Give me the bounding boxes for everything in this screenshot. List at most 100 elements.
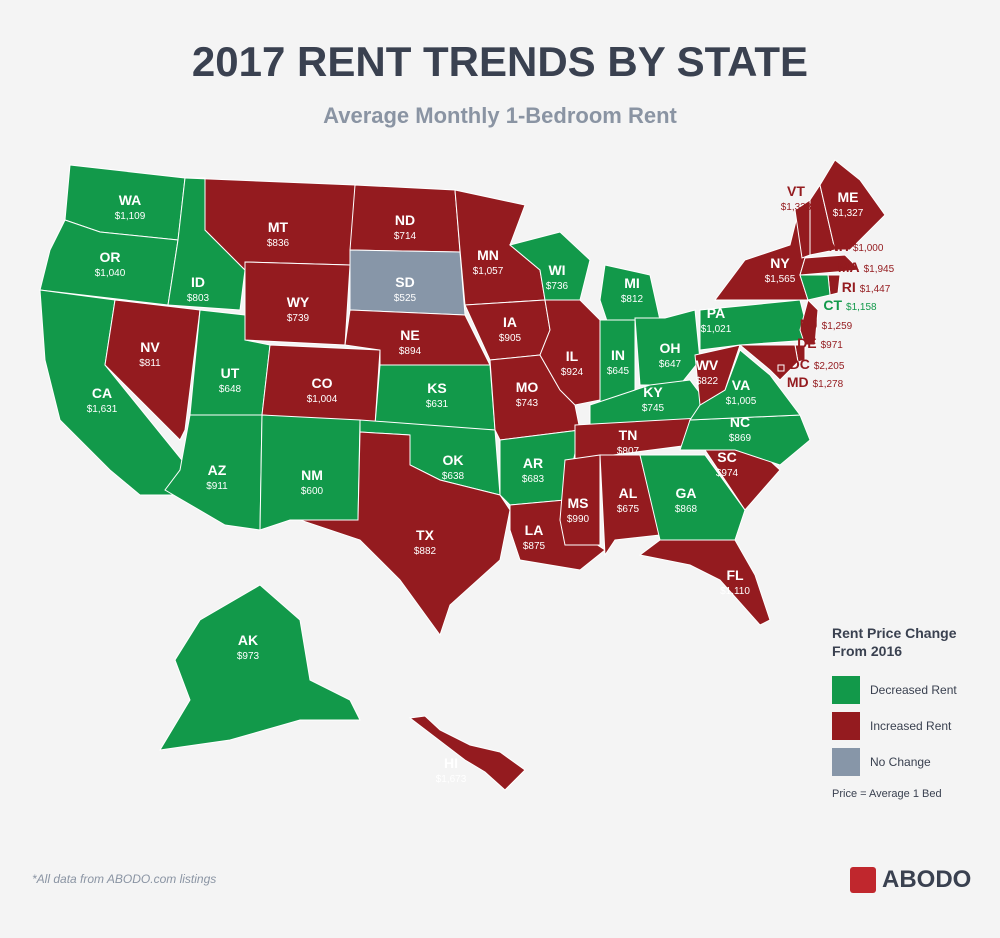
legend-swatch <box>832 712 860 740</box>
state-abbr: IN <box>611 347 625 363</box>
state-abbr: LA <box>525 522 544 538</box>
legend-label: No Change <box>870 755 931 769</box>
state-abbr: SD <box>395 274 414 290</box>
state-abbr: VA <box>732 377 750 393</box>
state-abbr: NJ <box>800 316 818 332</box>
state-abbr: WA <box>119 192 142 208</box>
state-label: CT $1,158 <box>823 297 877 313</box>
state-rent: $525 <box>394 293 417 304</box>
state-rent: $1,447 <box>860 284 891 295</box>
state-abbr: MS <box>568 495 589 511</box>
state-rent: $1,109 <box>115 211 146 222</box>
state-shape <box>599 454 661 557</box>
state-abbr: HI <box>444 755 458 771</box>
state-abbr: OK <box>443 452 464 468</box>
state-abbr: OR <box>100 249 121 265</box>
state-rent: $648 <box>219 384 242 395</box>
state-rent: $745 <box>642 403 665 414</box>
state-abbr: MD <box>787 374 809 390</box>
state-rent: $836 <box>267 238 290 249</box>
state-rent: $1,158 <box>846 302 877 313</box>
state-rent: $974 <box>716 468 739 479</box>
state-shape <box>819 159 886 251</box>
state-shape <box>777 364 785 372</box>
state-abbr: ND <box>395 212 415 228</box>
title: 2017 RENT TRENDS BY STATE <box>191 38 809 85</box>
state-abbr: AL <box>619 485 638 501</box>
state-abbr: CA <box>92 385 112 401</box>
state-shape <box>539 299 601 406</box>
subtitle: Average Monthly 1-Bedroom Rent <box>323 103 677 128</box>
state-rent: $1,673 <box>436 774 467 785</box>
state-abbr: NH <box>829 238 849 254</box>
legend-title: Rent Price Change From 2016 <box>832 625 957 659</box>
legend: Rent Price Change From 2016 Decreased Re… <box>832 624 982 800</box>
state-shape <box>374 364 496 431</box>
legend-note: Price = Average 1 Bed <box>832 788 942 800</box>
state-abbr: WI <box>548 262 565 278</box>
state-abbr: VT <box>787 183 805 199</box>
state-shape <box>714 204 809 301</box>
state-rent: $647 <box>659 359 682 370</box>
state-rent: $645 <box>607 366 630 377</box>
state-shape <box>694 344 741 406</box>
state-shape <box>638 539 771 626</box>
state-rent: $807 <box>617 446 640 457</box>
state-rent: $869 <box>729 433 752 444</box>
state-shape <box>559 454 601 546</box>
state-abbr: CO <box>312 375 333 391</box>
state-abbr: MI <box>624 275 640 291</box>
state-abbr: AR <box>523 455 543 471</box>
state-rent: $1,021 <box>701 324 732 335</box>
state-abbr: RI <box>842 279 856 295</box>
state-label: NH $1,000 <box>829 238 884 254</box>
state-rent: $1,000 <box>853 243 884 254</box>
state-rent: $1,631 <box>87 404 118 415</box>
state-rent: $924 <box>561 367 584 378</box>
legend-item: No Change <box>832 748 982 776</box>
state-rent: $990 <box>567 514 590 525</box>
state-rent: $1,278 <box>813 379 844 390</box>
state-rent: $683 <box>522 474 545 485</box>
state-abbr: WV <box>696 357 719 373</box>
state-rent: $736 <box>546 281 569 292</box>
state-abbr: IL <box>566 348 579 364</box>
legend-items: Decreased Rent Increased Rent No Change <box>832 676 982 776</box>
state-rent: $1,057 <box>473 266 504 277</box>
state-abbr: DC <box>790 356 810 372</box>
state-abbr: GA <box>676 485 697 501</box>
state-rent: $631 <box>426 399 449 410</box>
state-label: DE $971 <box>797 335 843 351</box>
state-abbr: DE <box>797 335 816 351</box>
state-abbr: UT <box>221 365 240 381</box>
state-shape <box>299 431 511 637</box>
logo-text: ABODO <box>882 866 972 893</box>
legend-item: Decreased Rent <box>832 676 982 704</box>
state-label: MD $1,278 <box>787 374 844 390</box>
state-abbr: WY <box>287 294 310 310</box>
state-shape <box>799 299 819 346</box>
state-abbr: KY <box>643 384 663 400</box>
state-rent: $1,327 <box>833 208 864 219</box>
state-abbr: ID <box>191 274 205 290</box>
state-abbr: NY <box>770 255 790 271</box>
state-rent: $811 <box>139 358 161 369</box>
state-abbr: NM <box>301 467 323 483</box>
state-rent: $600 <box>301 486 324 497</box>
state-rent: $803 <box>187 293 210 304</box>
state-label: DC $2,205 <box>790 356 845 372</box>
state-shape <box>408 715 526 791</box>
state-rent: $1,945 <box>864 264 895 275</box>
state-shape <box>104 299 201 441</box>
state-rent: $1,333 <box>781 202 812 213</box>
state-abbr: FL <box>726 567 744 583</box>
state-shape <box>799 254 862 276</box>
state-abbr: NC <box>730 414 750 430</box>
state-abbr: IA <box>503 314 517 330</box>
state-abbr: MA <box>838 259 860 275</box>
state-shape <box>699 299 811 351</box>
footnote: *All data from ABODO.com listings <box>32 872 217 886</box>
state-shape <box>639 454 746 541</box>
state-abbr: NV <box>140 339 160 355</box>
